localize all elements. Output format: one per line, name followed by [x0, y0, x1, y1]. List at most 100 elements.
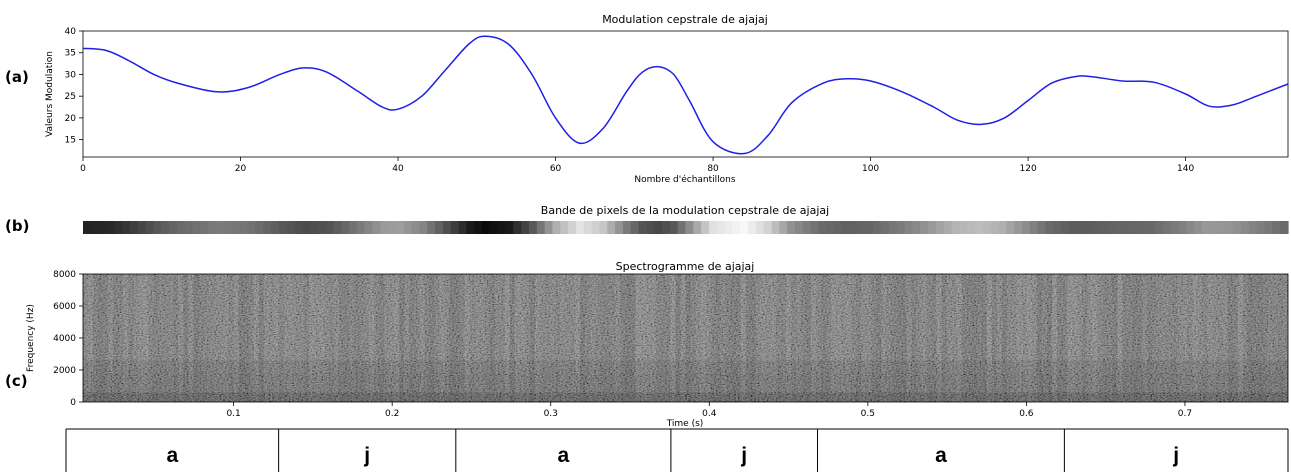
band-pixel — [990, 221, 1000, 234]
band-pixel — [1178, 221, 1187, 234]
band-pixel — [1037, 221, 1047, 234]
chart-c-xtick-label: 0.3 — [544, 409, 558, 419]
band-pixel — [458, 221, 467, 234]
chart-a-title: Modulation cepstrale de ajajaj — [602, 13, 768, 26]
chart-a-xtick-label: 140 — [1177, 164, 1194, 174]
band-pixel — [865, 221, 874, 234]
band-pixel — [716, 221, 726, 234]
chart-a-frame — [82, 30, 1289, 158]
band-pixel — [98, 221, 108, 234]
chart-c-ytick-label: 2000 — [53, 366, 76, 376]
band-pixel — [740, 221, 749, 234]
band-pixel — [888, 221, 898, 234]
band-pixel — [1186, 221, 1195, 234]
band-pixel — [873, 221, 882, 234]
band-pixel — [427, 221, 436, 234]
band-pixel — [732, 221, 741, 234]
band-pixel — [1139, 221, 1148, 234]
chart-c-xtick-label: 0.5 — [861, 409, 875, 419]
chart-a-xlabel: Nombre d'échantillons — [634, 174, 735, 185]
band-pixel — [904, 221, 914, 234]
chart-a-ytick-label: 30 — [65, 70, 77, 80]
band-pixel — [1029, 221, 1039, 234]
band-pixel — [1108, 221, 1117, 234]
band-pixel — [1131, 221, 1140, 234]
band-pixel — [975, 221, 984, 234]
band-pixel — [184, 221, 194, 234]
chart-c-ytick-label: 8000 — [53, 270, 76, 280]
band-pixel — [442, 221, 452, 234]
band-pixel — [1256, 221, 1266, 234]
modulation-line-chart: Modulation cepstrale de ajajaj 0 20 40 60 80… — [45, 13, 1289, 185]
band-pixel — [755, 221, 765, 234]
band-pixel — [302, 221, 311, 234]
band-pixel — [309, 221, 319, 234]
band-pixel — [411, 221, 421, 234]
band-pixel — [544, 221, 554, 234]
band-pixel — [841, 221, 851, 234]
spectrogram-noise — [83, 274, 1288, 402]
band-pixel — [388, 221, 397, 234]
band-pixel — [278, 221, 288, 234]
band-pixel — [662, 221, 671, 234]
band-pixel — [779, 221, 788, 234]
band-pixel — [1225, 221, 1234, 234]
band-pixel — [169, 221, 178, 234]
band-pixel — [349, 221, 358, 234]
band-pixel — [552, 221, 561, 234]
band-pixel — [959, 221, 968, 234]
chart-c-xtick-label: 0.6 — [1019, 409, 1034, 419]
chart-a-ytick-label: 15 — [65, 136, 76, 146]
band-pixel — [1021, 221, 1031, 234]
band-pixel — [380, 221, 389, 234]
band-pixel — [1084, 221, 1093, 234]
band-pixel — [482, 221, 491, 234]
band-pixel — [669, 221, 679, 234]
band-pixel — [489, 221, 499, 234]
band-pixel — [216, 221, 225, 234]
band-pixel — [771, 221, 780, 234]
chart-a-xtick-label: 20 — [235, 164, 247, 174]
chart-a-xtick-label: 40 — [392, 164, 404, 174]
pixel-band: Bande de pixels de la modulation cepstra… — [83, 204, 1289, 234]
band-pixel — [701, 221, 710, 234]
chart-c-xtick-label: 0.2 — [385, 409, 399, 419]
band-pixel — [513, 221, 522, 234]
band-pixel — [317, 221, 327, 234]
band-pixel — [693, 221, 702, 234]
band-pixel — [591, 221, 601, 234]
chart-a-ytick-label: 20 — [65, 114, 77, 124]
band-pixel — [536, 221, 546, 234]
band-pixel — [114, 221, 123, 234]
chart-c-ylabel: Frequency (Hz) — [26, 304, 36, 372]
band-pixel — [529, 221, 538, 234]
band-pixel — [474, 221, 483, 234]
phoneme-label: j — [1172, 444, 1179, 467]
band-pixel — [826, 221, 835, 234]
band-pixel — [90, 221, 100, 234]
band-pixel — [607, 221, 616, 234]
band-pixel — [763, 221, 773, 234]
band-pixel — [857, 221, 867, 234]
band-pixel — [1162, 221, 1172, 234]
phoneme-label: a — [166, 444, 178, 467]
band-pixel — [356, 221, 366, 234]
panel-label-b: (b) — [5, 217, 29, 235]
band-pixel — [928, 221, 937, 234]
band-pixel — [1194, 221, 1203, 234]
band-pixel — [1123, 221, 1133, 234]
band-pixel — [223, 221, 233, 234]
band-pixel — [497, 221, 507, 234]
band-pixel — [1280, 221, 1289, 234]
band-pixel — [881, 221, 890, 234]
chart-a-xtick-label: 60 — [550, 164, 562, 174]
band-pixel — [920, 221, 929, 234]
band-pixel — [967, 221, 976, 234]
band-pixel — [1272, 221, 1281, 234]
band-pixel — [192, 221, 201, 234]
band-pixel — [834, 221, 843, 234]
band-pixel — [912, 221, 921, 234]
band-pixel — [208, 221, 217, 234]
band-pixel — [896, 221, 906, 234]
